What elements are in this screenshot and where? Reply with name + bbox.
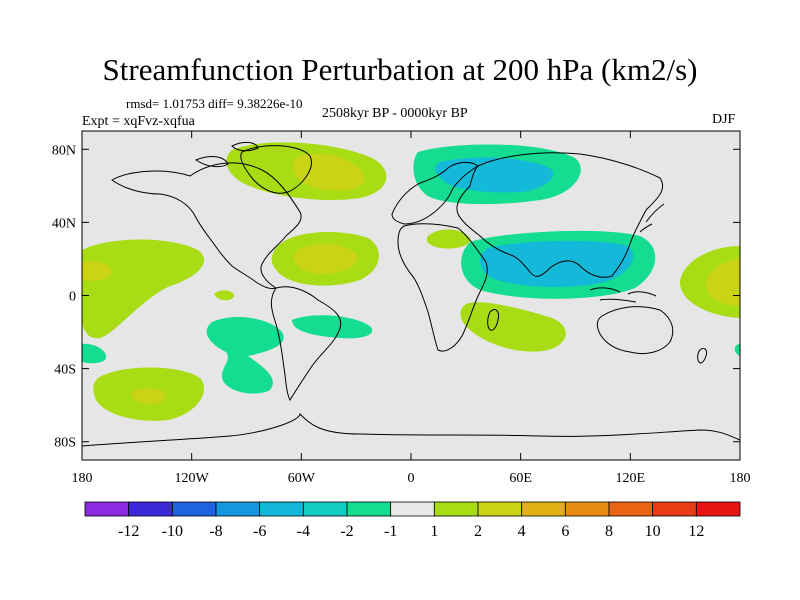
colorbar-swatch xyxy=(128,501,173,517)
y-tick-label: 40N xyxy=(52,216,76,231)
coastline-greenland xyxy=(240,145,312,194)
anomaly-small-central-pacific xyxy=(214,290,234,301)
colorbar-swatch xyxy=(652,501,697,517)
colorbar-level-label: -12 xyxy=(118,523,139,540)
colorbar-swatch xyxy=(84,501,130,517)
coastline-antarctica xyxy=(82,412,740,447)
y-tick-label: 80S xyxy=(54,436,76,451)
anomaly-far-southeast-pacific xyxy=(82,343,107,364)
anomaly-layer xyxy=(82,142,740,421)
season-label: DJF xyxy=(712,112,736,127)
colorbar-swatch xyxy=(346,501,392,517)
x-tick-label: 60W xyxy=(288,471,316,486)
coastline-australia xyxy=(596,306,674,355)
anomaly-eastern-pacific xyxy=(82,239,205,339)
coastline-japan xyxy=(639,203,665,233)
experiment-label: Expt = xqFvz-xqfua xyxy=(82,114,195,129)
anomaly-south-pacific-core xyxy=(131,388,166,404)
colorbar-level-label: -6 xyxy=(253,523,266,540)
coastline-arctic-islands xyxy=(194,141,259,168)
colorbar-swatch xyxy=(433,501,479,517)
colorbar-level-label: 8 xyxy=(605,523,613,540)
anomaly-greenland-core xyxy=(292,153,365,191)
colorbar-level-label: 12 xyxy=(688,523,704,540)
coastline-europe xyxy=(391,161,479,225)
stats-label: rmsd= 1.01753 diff= 9.38226e-10 xyxy=(126,96,303,111)
coastline-africa xyxy=(397,223,488,352)
y-tick-label: 0 xyxy=(69,290,76,305)
colorbar-level-label: -8 xyxy=(209,523,222,540)
coastline-indonesia xyxy=(589,287,657,303)
coastline-north-america xyxy=(111,162,302,289)
colorbar-swatch xyxy=(215,501,261,517)
anomaly-dateline-south xyxy=(734,344,740,356)
x-tick-label: 180 xyxy=(72,471,93,486)
colorbar-swatch xyxy=(171,501,217,517)
y-tick-label: 40S xyxy=(54,363,76,378)
y-tick-label: 80N xyxy=(52,143,76,158)
x-tick-label: 120E xyxy=(616,471,646,486)
colorbar-swatch xyxy=(477,501,523,517)
colorbar-level-label: 4 xyxy=(518,523,526,540)
colorbar-swatch xyxy=(390,501,435,517)
colorbar-swatch xyxy=(695,501,741,517)
chart-title: Streamfunction Perturbation at 200 hPa (… xyxy=(102,52,698,87)
anomaly-western-pacific-core xyxy=(706,258,740,306)
colorbar-swatch xyxy=(302,501,348,517)
x-tick-label: 180 xyxy=(730,471,751,486)
colorbar-level-label: -2 xyxy=(340,523,353,540)
colorbar-level-label: 2 xyxy=(474,523,482,540)
anomaly-eastern-pacific-core xyxy=(82,260,112,281)
coastline-south-america xyxy=(270,286,342,402)
coastline-layer xyxy=(82,141,740,447)
anomaly-mediterranean xyxy=(426,229,471,249)
period-label: 2508kyr BP - 0000kyr BP xyxy=(322,106,468,121)
anomaly-south-atlantic-negative xyxy=(292,315,373,339)
colorbar-swatch xyxy=(259,501,304,517)
colorbar-swatch xyxy=(608,501,654,517)
colorbar-level-label: -10 xyxy=(162,523,183,540)
anomaly-eurasia-core xyxy=(435,157,554,193)
colorbar-swatch xyxy=(564,501,610,517)
anomaly-atlantic-subtropic-core xyxy=(293,243,358,274)
x-tick-label: 120W xyxy=(175,471,210,486)
coastline-asia xyxy=(456,152,664,278)
colorbar-level-label: 1 xyxy=(430,523,438,540)
colorbar-level-label: 6 xyxy=(561,523,569,540)
colorbar-level-label: 10 xyxy=(645,523,661,540)
colorbar-level-label: -4 xyxy=(297,523,310,540)
colorbar: -12 -10 -8 -6 -4 -2 -1 1 2 4 6 8 10 12 xyxy=(84,501,741,540)
anomaly-south-indian xyxy=(460,302,566,352)
coastline-madagascar xyxy=(487,309,499,331)
colorbar-swatch xyxy=(521,501,566,517)
x-tick-label: 0 xyxy=(408,471,415,486)
anomaly-southeast-pacific-negative xyxy=(206,317,284,394)
coastline-new-zealand xyxy=(697,347,707,364)
axes-layer: 180 120W 60W 0 60E 120E 180 80N 40N 0 40S 80S xyxy=(52,131,751,486)
colorbar-level-label: -1 xyxy=(384,523,397,540)
x-tick-label: 60E xyxy=(509,471,532,486)
